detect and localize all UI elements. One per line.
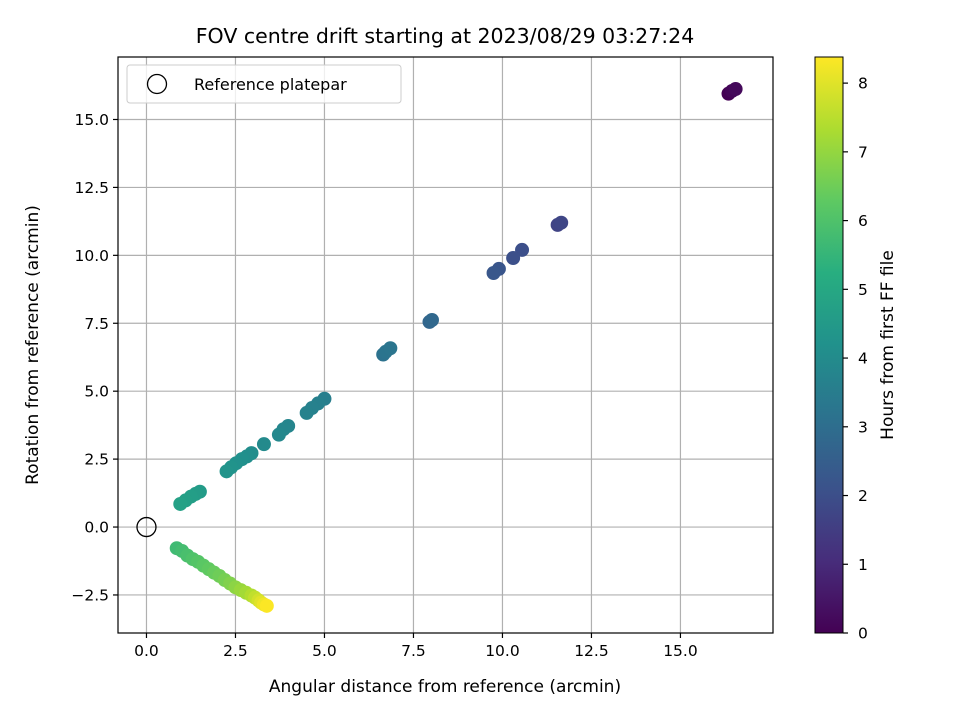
scatter-point xyxy=(515,242,530,257)
x-tick-label: 15.0 xyxy=(663,642,698,660)
scatter-point xyxy=(259,598,274,613)
colorbar-ticks: 0 1 2 3 4 5 6 7 8 xyxy=(843,75,868,643)
y-tick-label: 15.0 xyxy=(74,111,109,129)
y-tick-label: −2.5 xyxy=(71,586,109,604)
scatter-point xyxy=(506,251,521,266)
colorbar-gradient xyxy=(814,56,844,634)
colorbar-tick-label: 3 xyxy=(858,418,868,436)
legend-box xyxy=(126,64,402,104)
scatter-point xyxy=(256,437,271,452)
x-tick-label: 5.0 xyxy=(312,642,337,660)
colorbar-tick-label: 8 xyxy=(858,75,868,93)
colorbar-tick-label: 0 xyxy=(858,625,868,643)
x-tick-label: 10.0 xyxy=(485,642,520,660)
scatter-point xyxy=(728,82,743,97)
x-tick-label: 2.5 xyxy=(223,642,248,660)
colorbar-tick-label: 2 xyxy=(858,487,868,505)
y-tick-label: 7.5 xyxy=(84,315,109,333)
scatter-point xyxy=(173,496,188,511)
x-tick-label: 0.0 xyxy=(134,642,159,660)
y-axis-ticks: −2.5 0.0 2.5 5.0 7.5 10.0 12.5 15.0 xyxy=(71,111,118,604)
x-axis-ticks: 0.0 2.5 5.0 7.5 10.0 12.5 15.0 xyxy=(134,633,698,660)
x-axis-label: Angular distance from reference (arcmin) xyxy=(269,677,621,697)
legend-marker-reference-platepar xyxy=(146,73,168,95)
x-tick-label: 12.5 xyxy=(574,642,609,660)
legend: Reference platepar xyxy=(126,64,402,104)
scatter-points xyxy=(136,82,743,613)
scatter-point xyxy=(554,215,569,230)
chart-title: FOV centre drift starting at 2023/08/29 … xyxy=(196,24,695,48)
colorbar-tick-label: 4 xyxy=(858,350,868,368)
y-tick-label: 2.5 xyxy=(84,451,109,469)
colorbar-tick-label: 6 xyxy=(858,212,868,230)
scatter-point xyxy=(271,427,286,442)
grid xyxy=(118,57,773,633)
y-tick-label: 10.0 xyxy=(74,247,109,265)
colorbar-label: Hours from first FF file xyxy=(878,250,898,440)
reference-platepar-marker xyxy=(136,516,157,538)
y-tick-label: 5.0 xyxy=(84,383,109,401)
scatter-point xyxy=(424,313,439,328)
scatter-point xyxy=(486,266,501,280)
scatter-point xyxy=(219,464,234,479)
x-tick-label: 7.5 xyxy=(401,642,426,660)
legend-label-reference-platepar: Reference platepar xyxy=(194,75,347,94)
colorbar-tick-label: 1 xyxy=(858,556,868,574)
plot-area-frame xyxy=(117,56,774,634)
y-tick-label: 0.0 xyxy=(84,519,109,537)
y-axis-label: Rotation from reference (arcmin) xyxy=(23,205,43,485)
scatter-point xyxy=(299,405,314,420)
colorbar-tick-label: 5 xyxy=(858,281,868,299)
scatter-point xyxy=(383,341,398,356)
colorbar: 0 1 2 3 4 5 6 7 8 Hours from first FF file xyxy=(814,56,898,643)
colorbar-tick-label: 7 xyxy=(858,143,868,161)
y-tick-label: 12.5 xyxy=(74,179,109,197)
